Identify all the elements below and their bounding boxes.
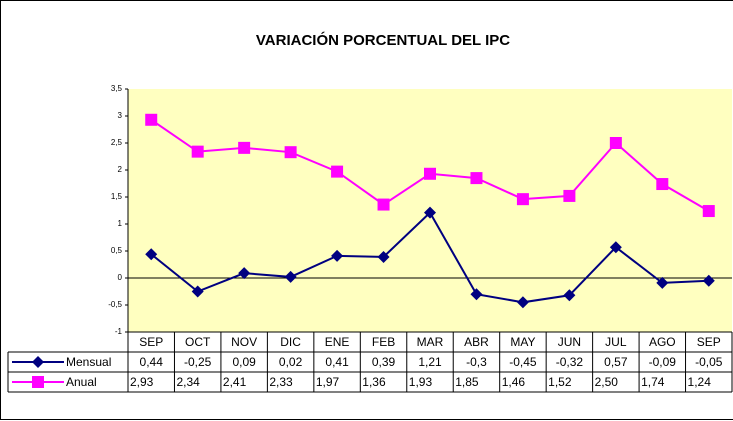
table-cell: 1,52: [548, 375, 572, 389]
x-tick-label: DIC: [280, 335, 301, 349]
marker: [702, 205, 715, 218]
table-cell: -0,3: [466, 355, 487, 369]
x-tick-label: AGO: [649, 335, 676, 349]
x-tick-label: ENE: [325, 335, 350, 349]
marker: [424, 206, 436, 219]
x-tick-label: SEP: [139, 335, 163, 349]
marker: [563, 189, 576, 202]
marker: [656, 276, 669, 289]
x-tick-label: OCT: [185, 335, 211, 349]
legend-marker: [32, 356, 44, 368]
legend-label: Mensual: [66, 355, 111, 369]
marker: [470, 288, 483, 301]
marker: [656, 178, 669, 191]
table-cell: 1,24: [688, 375, 712, 389]
x-tick-label: ABR: [464, 335, 489, 349]
table-cell: 1,46: [502, 375, 526, 389]
table-cell: 1,21: [418, 355, 442, 369]
table-cell: -0,25: [184, 355, 212, 369]
y-tick-label: -1: [115, 327, 123, 336]
table-cell: 0,02: [279, 355, 303, 369]
marker: [145, 248, 158, 261]
marker: [424, 167, 436, 180]
marker: [145, 113, 158, 126]
table-cell: 0,41: [325, 355, 349, 369]
x-tick-label: MAY: [510, 335, 535, 349]
y-tick-label: 3,5: [111, 84, 123, 93]
table-cell: 1,36: [362, 375, 386, 389]
table-cell: 0,57: [604, 355, 628, 369]
y-tick-label: 2,5: [111, 138, 123, 147]
table-cell: 1,93: [409, 375, 433, 389]
table-cell: -0,32: [556, 355, 584, 369]
marker: [377, 250, 390, 263]
table-cell: 1,74: [641, 375, 665, 389]
table-cell: 0,09: [232, 355, 256, 369]
table-cell: 2,33: [269, 375, 293, 389]
marker: [191, 145, 204, 158]
table-cell: -0,09: [649, 355, 677, 369]
marker: [331, 249, 344, 262]
x-tick-label: SEP: [697, 335, 721, 349]
marker: [284, 270, 297, 283]
x-tick-label: MAR: [417, 335, 444, 349]
marker: [563, 289, 576, 302]
table-cell: -0,05: [695, 355, 723, 369]
table-cell: 1,85: [455, 375, 479, 389]
marker: [516, 296, 529, 309]
marker: [702, 274, 715, 287]
table-cell: 2,93: [130, 375, 154, 389]
x-tick-label: NOV: [231, 335, 257, 349]
marker: [238, 141, 251, 154]
table-cell: -0,45: [509, 355, 537, 369]
table-cell: 2,34: [176, 375, 200, 389]
table-cell: 1,97: [316, 375, 340, 389]
legend-label: Anual: [66, 375, 97, 389]
marker: [238, 267, 251, 280]
x-tick-label: JUL: [605, 335, 627, 349]
chart-title: VARIACIÓN PORCENTUAL DEL IPC: [256, 31, 510, 49]
y-tick-label: -0,5: [108, 300, 122, 309]
marker: [377, 198, 390, 211]
marker: [284, 146, 297, 159]
y-tick-label: 3: [118, 111, 123, 120]
legend-marker: [32, 376, 44, 388]
y-tick-label: 0: [118, 273, 123, 282]
table-cell: 0,39: [372, 355, 396, 369]
y-tick-label: 1: [118, 219, 123, 228]
marker: [609, 137, 622, 149]
marker: [191, 285, 204, 298]
marker: [331, 165, 344, 178]
marker: [470, 172, 483, 185]
table-cell: 2,41: [223, 375, 247, 389]
table-cell: 0,44: [140, 355, 164, 369]
y-tick-label: 1,5: [111, 192, 123, 201]
y-tick-label: 2: [118, 165, 123, 174]
y-tick-label: 0,5: [111, 246, 123, 255]
x-tick-label: FEB: [372, 335, 395, 349]
table-cell: 2,50: [595, 375, 619, 389]
marker: [609, 241, 622, 254]
x-tick-label: JUN: [558, 335, 581, 349]
marker: [516, 193, 529, 206]
